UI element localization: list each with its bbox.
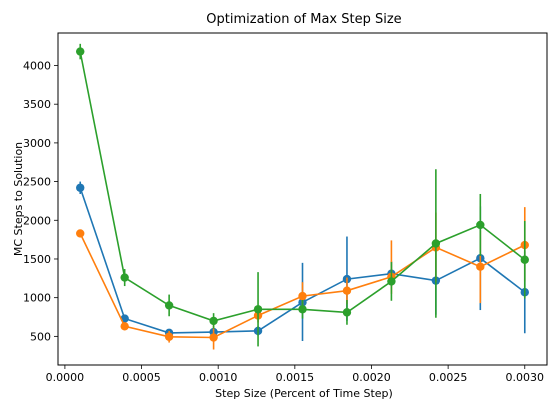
- data-point: [76, 183, 85, 192]
- x-tick-label: 0.0025: [429, 371, 468, 384]
- data-point: [431, 239, 441, 248]
- data-point: [76, 47, 85, 56]
- data-point: [520, 255, 529, 264]
- series-layer: [76, 43, 529, 350]
- data-point: [476, 262, 485, 271]
- data-point: [164, 301, 174, 310]
- y-tick-label: 2000: [23, 214, 51, 227]
- x-tick-label: 0.0005: [122, 371, 161, 384]
- data-point: [476, 220, 485, 230]
- data-point: [120, 322, 129, 331]
- x-tick-label: 0.0000: [46, 371, 85, 384]
- plot-frame: [57, 32, 548, 366]
- y-tick-label: 4000: [23, 60, 51, 73]
- data-point: [298, 291, 307, 301]
- data-point: [342, 286, 352, 295]
- x-tick-label: 0.0020: [352, 371, 391, 384]
- x-axis: 0.0000 0.0005 0.0010 0.0015 0.0020 0.0025 0.00…: [46, 365, 544, 384]
- y-tick-label: 1000: [23, 292, 51, 305]
- x-tick-label: 0.0030: [506, 371, 545, 384]
- data-point: [387, 277, 396, 286]
- y-tick-label: 2500: [23, 176, 51, 189]
- data-point: [298, 305, 307, 314]
- data-point: [164, 332, 174, 341]
- y-tick-label: 500: [30, 330, 51, 343]
- y-axis: 500 1000 1500 2000 2500 3000 3500 4000: [23, 60, 58, 343]
- data-point: [120, 273, 129, 282]
- y-axis-label: MC Steps to Solution: [12, 142, 25, 256]
- data-point: [342, 308, 352, 317]
- y-tick-label: 3500: [23, 98, 51, 111]
- series-2: [76, 207, 529, 350]
- y-tick-label: 1500: [23, 253, 51, 266]
- x-tick-label: 0.0010: [199, 371, 238, 384]
- x-tick-label: 0.0015: [276, 371, 315, 384]
- data-point: [209, 316, 218, 326]
- chart-title: Optimization of Max Step Size: [206, 12, 401, 27]
- series-3: [76, 43, 529, 347]
- data-point: [253, 305, 263, 314]
- data-point: [76, 229, 85, 238]
- x-axis-label: Step Size (Percent of Time Step): [215, 387, 393, 400]
- data-point: [209, 333, 218, 342]
- y-tick-label: 3000: [23, 137, 51, 150]
